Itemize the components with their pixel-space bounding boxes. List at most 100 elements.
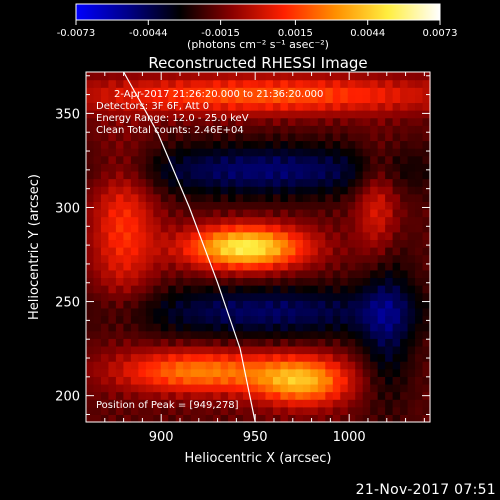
heatmap-cell bbox=[377, 368, 386, 377]
heatmap-cell bbox=[183, 87, 192, 96]
heatmap-cell bbox=[198, 102, 207, 111]
heatmap-cell bbox=[317, 269, 326, 279]
heatmap-cell bbox=[317, 117, 326, 126]
heatmap-cell bbox=[190, 345, 199, 355]
heatmap-cell bbox=[287, 163, 296, 172]
heatmap-cell bbox=[385, 132, 394, 142]
heatmap-cell bbox=[235, 254, 244, 263]
heatmap-cell bbox=[93, 239, 102, 248]
heatmap-cell bbox=[93, 201, 102, 210]
heatmap-cell bbox=[258, 376, 267, 385]
heatmap-cell bbox=[340, 117, 349, 126]
heatmap-cell bbox=[175, 178, 184, 187]
heatmap-cell bbox=[228, 72, 237, 81]
heatmap-cell bbox=[347, 224, 356, 233]
heatmap-cell bbox=[145, 330, 154, 339]
heatmap-cell bbox=[220, 254, 229, 263]
heatmap-cell bbox=[265, 262, 274, 271]
heatmap-cell bbox=[100, 285, 110, 294]
heatmap-cell bbox=[130, 277, 139, 286]
heatmap-cell bbox=[130, 94, 139, 104]
heatmap-cell bbox=[265, 117, 274, 126]
heatmap-cell bbox=[317, 87, 326, 96]
heatmap-cell bbox=[332, 178, 341, 187]
heatmap-cell bbox=[340, 193, 349, 202]
heatmap-cell bbox=[130, 345, 139, 355]
heatmap-cell bbox=[168, 262, 177, 271]
heatmap-cell bbox=[272, 155, 282, 164]
heatmap-cell bbox=[130, 140, 139, 149]
heatmap-cell bbox=[355, 239, 364, 248]
heatmap-cell bbox=[183, 338, 192, 347]
heatmap-cell bbox=[340, 262, 349, 271]
heatmap-cell bbox=[213, 94, 222, 104]
heatmap-cell bbox=[287, 262, 296, 271]
heatmap-cell bbox=[407, 330, 416, 339]
heatmap-cell bbox=[265, 178, 274, 187]
heatmap-cell bbox=[183, 300, 192, 309]
heatmap-cell bbox=[362, 231, 371, 240]
heatmap-cell bbox=[258, 338, 267, 347]
heatmap-cell bbox=[130, 102, 139, 111]
heatmap-cell bbox=[392, 353, 401, 362]
heatmap-cell bbox=[228, 186, 237, 195]
heatmap-cell bbox=[415, 383, 424, 393]
heatmap-cell bbox=[153, 125, 162, 134]
heatmap-cell bbox=[235, 323, 244, 332]
heatmap-cell bbox=[198, 148, 207, 157]
heatmap-cell bbox=[153, 353, 162, 362]
heatmap-cell bbox=[325, 132, 334, 142]
heatmap-cell bbox=[153, 163, 162, 172]
heatmap-cell bbox=[86, 345, 95, 355]
heatmap-cell bbox=[108, 285, 117, 294]
heatmap-cell bbox=[392, 383, 401, 393]
heatmap-cell bbox=[422, 178, 431, 187]
heatmap-cell bbox=[400, 307, 409, 317]
heatmap-cell bbox=[340, 269, 349, 279]
heatmap-cell bbox=[407, 79, 416, 88]
heatmap-cell bbox=[258, 285, 267, 294]
heatmap-cell bbox=[145, 300, 154, 309]
heatmap-cell bbox=[317, 193, 326, 202]
heatmap-cell bbox=[153, 315, 162, 324]
heatmap-cell bbox=[302, 338, 311, 347]
heatmap-cell bbox=[100, 216, 110, 225]
heatmap-cell bbox=[340, 87, 349, 96]
heatmap-cell bbox=[317, 140, 326, 149]
heatmap-cell bbox=[235, 383, 244, 393]
heatmap-cell bbox=[100, 353, 110, 362]
heatmap-cell bbox=[407, 383, 416, 393]
heatmap-cell bbox=[340, 376, 349, 385]
heatmap-cell bbox=[385, 338, 394, 347]
heatmap-cell bbox=[325, 110, 334, 119]
heatmap-cell bbox=[168, 208, 177, 218]
heatmap-cell bbox=[265, 414, 274, 423]
heatmap-cell bbox=[220, 224, 229, 233]
heatmap-cell bbox=[160, 79, 169, 88]
heatmap-cell bbox=[123, 132, 132, 142]
heatmap-cell bbox=[100, 383, 110, 393]
heatmap-cell bbox=[123, 201, 132, 210]
heatmap-cell bbox=[115, 72, 124, 81]
heatmap-cell bbox=[325, 353, 334, 362]
heatmap-cell bbox=[175, 186, 184, 195]
heatmap-cell bbox=[385, 247, 394, 256]
heatmap-cell bbox=[198, 383, 207, 393]
heatmap-cell bbox=[138, 110, 147, 119]
heatmap-cell bbox=[355, 315, 364, 324]
heatmap-cell bbox=[160, 201, 169, 210]
heatmap-cell bbox=[340, 79, 349, 88]
heatmap-cell bbox=[243, 406, 252, 415]
heatmap-cell bbox=[213, 315, 222, 324]
heatmap-cell bbox=[332, 345, 341, 355]
heatmap-cell bbox=[86, 102, 95, 111]
heatmap-cell bbox=[265, 224, 274, 233]
heatmap-cell bbox=[325, 239, 334, 248]
annotation-clean-counts: Clean Total counts: 2.46E+04 bbox=[96, 125, 244, 136]
heatmap-cell bbox=[123, 323, 132, 332]
heatmap-cell bbox=[392, 323, 401, 332]
heatmap-cell bbox=[220, 140, 229, 149]
heatmap-cell bbox=[86, 125, 95, 134]
heatmap-cell bbox=[168, 170, 177, 180]
heatmap-cell bbox=[325, 285, 334, 294]
